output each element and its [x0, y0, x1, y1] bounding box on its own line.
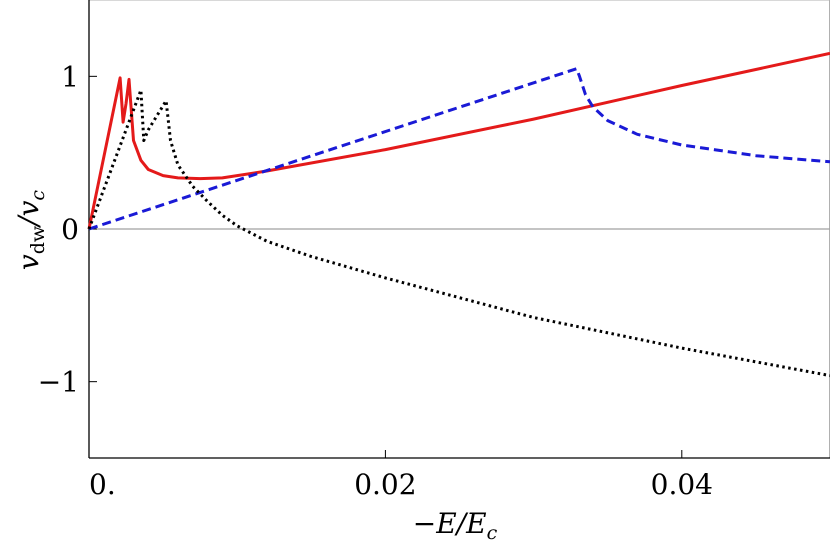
x-tick-label: 0.02	[354, 468, 416, 501]
y-axis-label: vdw/vc	[12, 190, 49, 271]
ticks: 0. 0.02 0.04 −1 0 1	[38, 60, 713, 501]
y-tick-label: −1	[38, 366, 79, 399]
y-tick-label: 1	[61, 60, 79, 93]
x-tick-label: 0.	[89, 468, 116, 501]
series-line-solid	[87, 51, 830, 230]
y-tick-label: 0	[61, 213, 79, 246]
series-line-dashed	[88, 67, 830, 231]
series-group	[87, 51, 830, 378]
x-tick-label: 0.04	[651, 468, 713, 501]
x-axis-label: −E/Ec	[413, 507, 498, 544]
plot-frame	[88, 0, 830, 459]
